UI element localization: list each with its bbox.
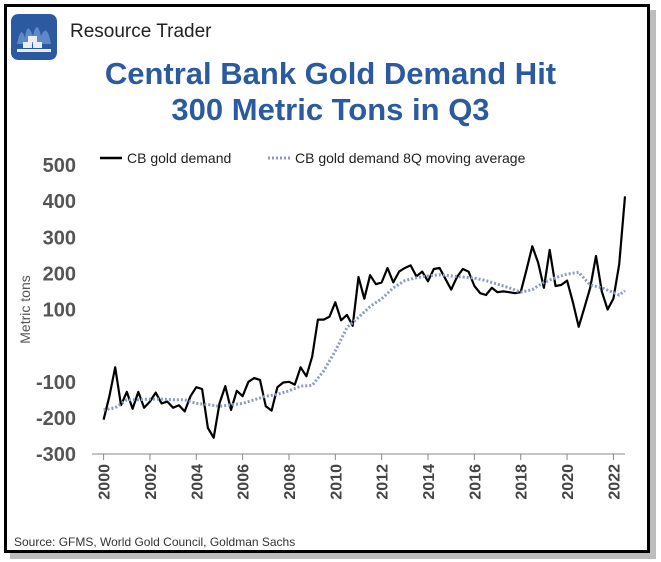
x-tick-label: 2010: [328, 464, 345, 500]
x-tick-label: 2006: [236, 464, 253, 500]
x-tick-label: 2018: [514, 464, 531, 500]
y-tick-label: -100: [36, 372, 76, 394]
y-axis-label: Metric tons: [17, 275, 33, 343]
x-tick-label: 2012: [375, 464, 392, 500]
y-tick-label: -200: [36, 408, 76, 430]
y-tick-label: 400: [43, 191, 76, 213]
x-tick-label: 2004: [189, 464, 206, 500]
y-tick-label: -300: [36, 444, 76, 466]
brand-name: Resource Trader: [70, 21, 212, 42]
x-tick-label: 2014: [421, 464, 438, 500]
y-tick-label: 200: [43, 263, 76, 285]
chart-title-line-1: Central Bank Gold Demand Hit: [104, 56, 557, 91]
y-tick-label: 500: [43, 155, 76, 177]
series-line-cb-gold-demand: [102, 196, 627, 439]
series-line-moving-average: [103, 270, 626, 412]
x-tick-label: 2020: [560, 464, 577, 500]
source-note: Source: GFMS, World Gold Council, Goldma…: [14, 535, 296, 549]
x-tick-label: 2008: [282, 464, 299, 500]
brand-logo-icon: [11, 14, 57, 60]
chart-title-line-2: 300 Metric Tons in Q3: [171, 92, 490, 127]
legend-label: CB gold demand 8Q moving average: [295, 150, 526, 166]
y-tick-label: 300: [43, 227, 76, 249]
y-tick-label: 100: [43, 300, 76, 322]
x-tick-label: 2000: [97, 464, 114, 500]
x-tick-label: 2002: [143, 464, 160, 500]
x-tick-label: 2016: [467, 464, 484, 500]
legend-label: CB gold demand: [127, 150, 231, 166]
x-tick-label: 2022: [606, 464, 623, 500]
